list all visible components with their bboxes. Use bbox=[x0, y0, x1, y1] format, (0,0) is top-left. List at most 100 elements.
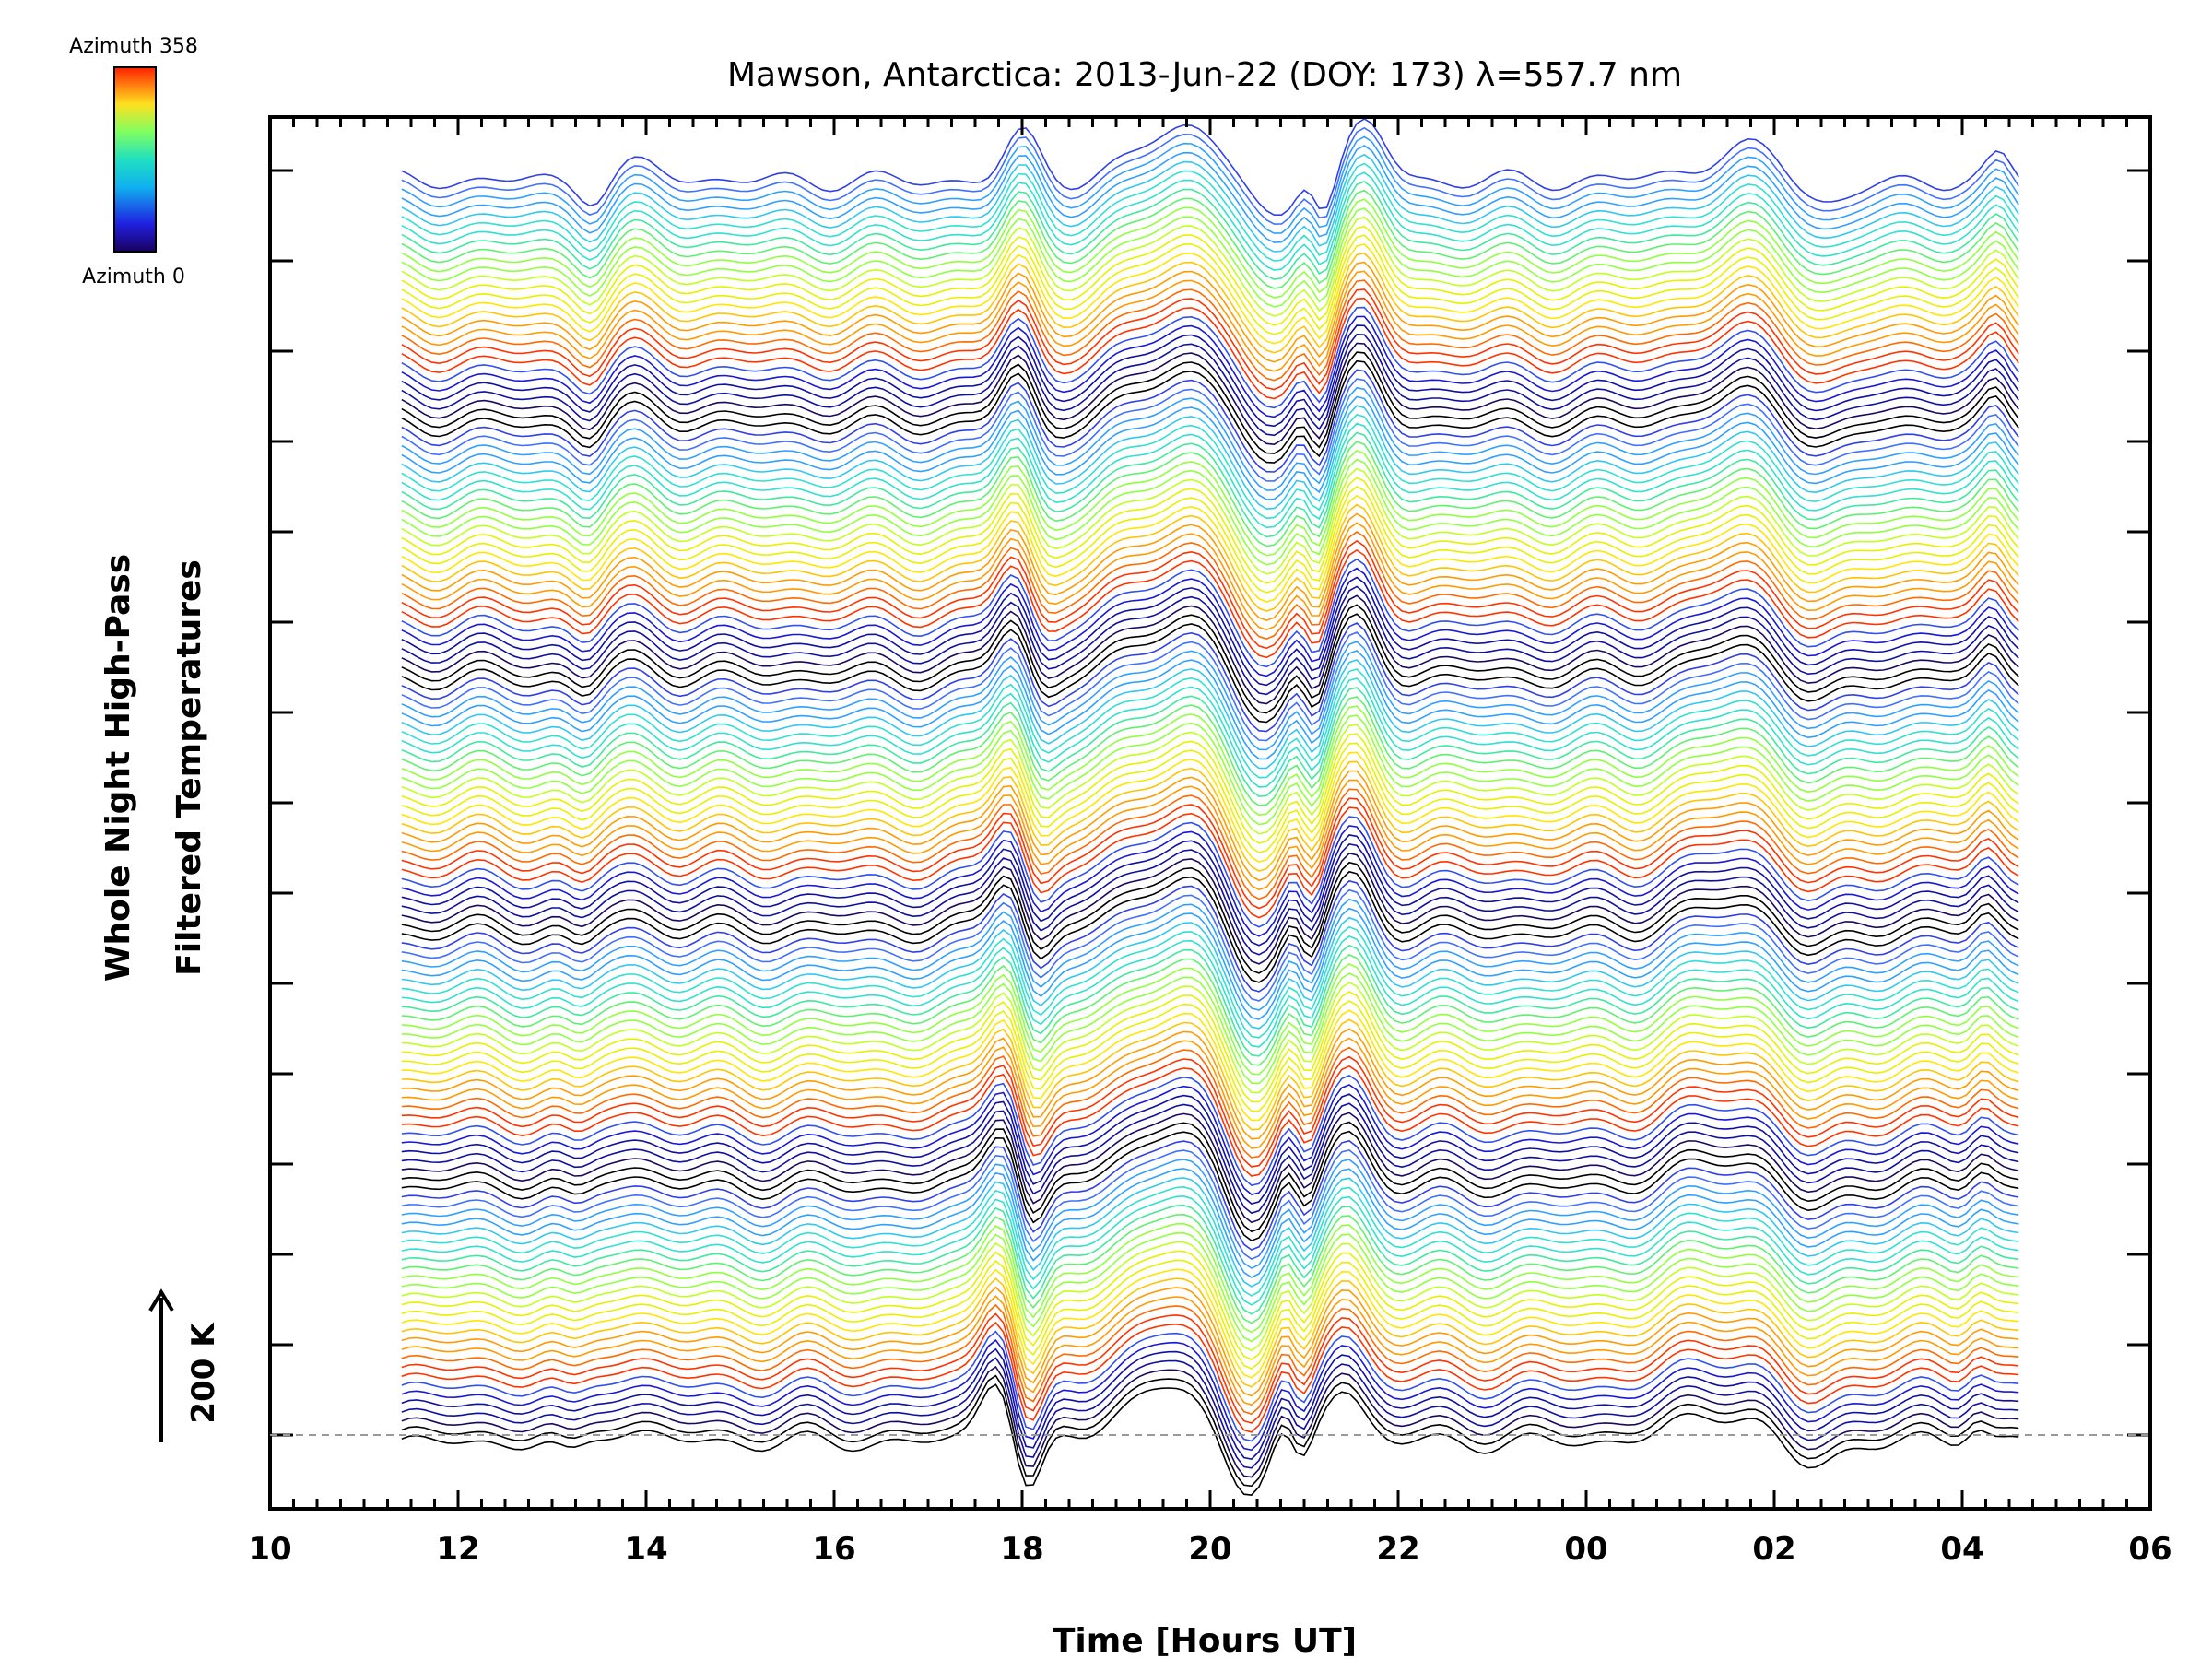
trace-line-72 bbox=[401, 733, 2019, 844]
trace-line-9 bbox=[401, 1312, 2019, 1424]
trace-line-106 bbox=[401, 422, 2019, 529]
trace-line-32 bbox=[401, 1102, 2019, 1215]
x-tick-label: 16 bbox=[812, 1531, 855, 1568]
trace-line-67 bbox=[401, 779, 2019, 891]
x-tick-label: 10 bbox=[248, 1531, 291, 1568]
x-tick-label: 04 bbox=[1940, 1531, 1983, 1568]
trace-line-105 bbox=[401, 431, 2019, 538]
trace-line-5 bbox=[401, 1347, 2019, 1460]
trace-line-83 bbox=[401, 631, 2019, 742]
trace-line-112 bbox=[401, 369, 2019, 473]
trace-line-34 bbox=[401, 1084, 2019, 1195]
trace-line-70 bbox=[401, 751, 2019, 863]
trace-line-61 bbox=[401, 834, 2019, 947]
trace-line-28 bbox=[401, 1139, 2019, 1252]
trace-line-6 bbox=[401, 1339, 2019, 1452]
trace-line-30 bbox=[401, 1121, 2019, 1233]
trace-line-113 bbox=[401, 359, 2019, 464]
trace-line-94 bbox=[401, 531, 2019, 641]
trace-line-17 bbox=[401, 1241, 2019, 1352]
trace-line-119 bbox=[401, 306, 2019, 409]
trace-line-114 bbox=[401, 351, 2019, 454]
colorbar: Azimuth 358 Azimuth 0 bbox=[69, 35, 198, 288]
trace-line-35 bbox=[401, 1074, 2019, 1186]
y-axis-label-line2: Filtered Temperatures bbox=[171, 559, 208, 976]
trace-line-107 bbox=[401, 413, 2019, 520]
x-tick-label: 20 bbox=[1188, 1531, 1231, 1568]
trace-line-65 bbox=[401, 797, 2019, 910]
trace-line-127 bbox=[401, 234, 2019, 335]
trace-line-116 bbox=[401, 333, 2019, 437]
trace-line-60 bbox=[401, 843, 2019, 956]
trace-line-37 bbox=[401, 1055, 2019, 1168]
x-tick-label: 06 bbox=[2128, 1531, 2171, 1568]
chart-title: Mawson, Antarctica: 2013-Jun-22 (DOY: 17… bbox=[727, 56, 1682, 94]
trace-line-15 bbox=[401, 1259, 2019, 1370]
trace-line-128 bbox=[401, 225, 2019, 326]
trace-line-52 bbox=[401, 916, 2019, 1030]
trace-line-121 bbox=[401, 288, 2019, 391]
trace-line-33 bbox=[401, 1093, 2019, 1205]
trace-line-19 bbox=[401, 1222, 2019, 1334]
trace-line-40 bbox=[401, 1028, 2019, 1140]
trace-line-79 bbox=[401, 668, 2019, 779]
trace-line-126 bbox=[401, 243, 2019, 345]
trace-line-46 bbox=[401, 972, 2019, 1085]
x-axis-label: Time [Hours UT] bbox=[1053, 1622, 1357, 1659]
trace-line-55 bbox=[401, 888, 2019, 1002]
trace-line-21 bbox=[401, 1204, 2019, 1315]
trace-group bbox=[401, 118, 2019, 1496]
trace-line-25 bbox=[401, 1168, 2019, 1278]
trace-line-136 bbox=[401, 153, 2019, 253]
trace-line-140 bbox=[401, 118, 2019, 216]
trace-line-22 bbox=[401, 1194, 2019, 1306]
trace-line-77 bbox=[401, 687, 2019, 797]
trace-line-48 bbox=[401, 953, 2019, 1066]
trace-line-93 bbox=[401, 540, 2019, 650]
trace-line-68 bbox=[401, 770, 2019, 882]
trace-line-54 bbox=[401, 898, 2019, 1011]
trace-line-18 bbox=[401, 1231, 2019, 1343]
trace-line-42 bbox=[401, 1009, 2019, 1122]
trace-line-117 bbox=[401, 324, 2019, 428]
trace-line-91 bbox=[401, 558, 2019, 668]
trace-line-20 bbox=[401, 1213, 2019, 1324]
trace-line-90 bbox=[401, 567, 2019, 677]
trace-line-125 bbox=[401, 252, 2019, 354]
scale-bar-label: 200 K bbox=[185, 1322, 222, 1424]
trace-line-135 bbox=[401, 162, 2019, 262]
trace-line-102 bbox=[401, 458, 2019, 566]
trace-line-71 bbox=[401, 742, 2019, 853]
trace-line-36 bbox=[401, 1065, 2019, 1177]
trace-line-129 bbox=[401, 216, 2019, 317]
trace-line-101 bbox=[401, 467, 2019, 575]
trace-line-85 bbox=[401, 613, 2019, 724]
trace-line-132 bbox=[401, 189, 2019, 289]
x-tick-label: 12 bbox=[436, 1531, 479, 1568]
trace-line-66 bbox=[401, 788, 2019, 900]
trace-line-69 bbox=[401, 760, 2019, 872]
trace-line-56 bbox=[401, 879, 2019, 993]
trace-line-120 bbox=[401, 297, 2019, 400]
trace-line-49 bbox=[401, 944, 2019, 1057]
trace-line-76 bbox=[401, 696, 2019, 807]
trace-line-123 bbox=[401, 270, 2019, 372]
trace-line-82 bbox=[401, 641, 2019, 751]
trace-line-131 bbox=[401, 198, 2019, 299]
trace-line-44 bbox=[401, 991, 2019, 1103]
trace-line-3 bbox=[401, 1365, 2019, 1478]
colorbar-bottom-label: Azimuth 0 bbox=[82, 265, 185, 288]
trace-line-109 bbox=[401, 395, 2019, 500]
x-tick-label: 00 bbox=[1564, 1531, 1607, 1568]
y-axis-label-line1: Whole Night High-Pass bbox=[100, 554, 137, 982]
trace-line-2 bbox=[401, 1374, 2019, 1488]
trace-line-10 bbox=[401, 1303, 2019, 1416]
trace-line-97 bbox=[401, 503, 2019, 612]
trace-line-7 bbox=[401, 1330, 2019, 1442]
trace-line-130 bbox=[401, 207, 2019, 308]
trace-line-110 bbox=[401, 386, 2019, 491]
trace-line-1 bbox=[401, 1383, 2019, 1496]
x-tick-label: 22 bbox=[1376, 1531, 1419, 1568]
trace-line-45 bbox=[401, 982, 2019, 1094]
trace-line-89 bbox=[401, 576, 2019, 687]
